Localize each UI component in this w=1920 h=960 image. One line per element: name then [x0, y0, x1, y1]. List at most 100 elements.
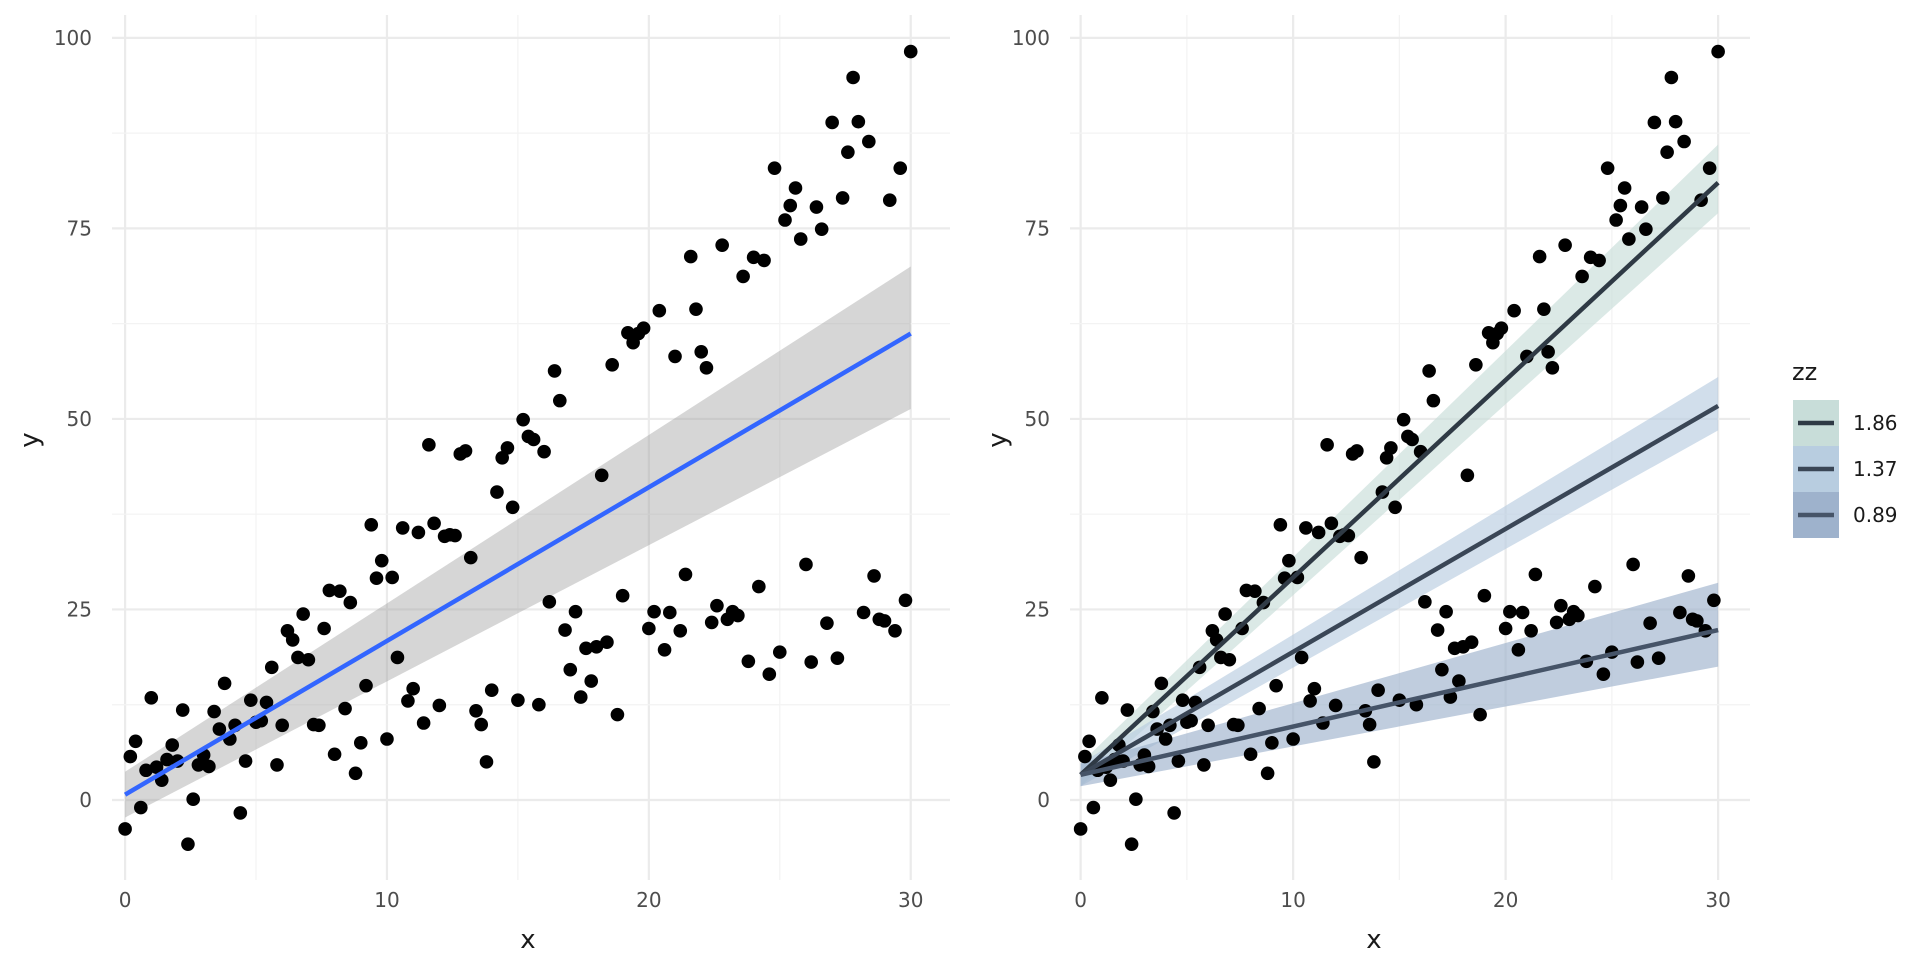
left-data-point — [662, 605, 677, 620]
left-data-point — [217, 676, 232, 691]
left-fit-line-fit — [123, 331, 912, 797]
right-data-point — [1588, 579, 1602, 594]
left-data-point — [788, 181, 803, 195]
left-data-point — [903, 44, 918, 59]
right-data-point — [1660, 145, 1674, 159]
right-data-point — [1626, 557, 1640, 572]
left-data-point — [600, 635, 614, 650]
left-data-point — [772, 645, 787, 659]
left-data-point — [165, 738, 180, 752]
left-data-point — [469, 704, 483, 718]
right-y-axis-title: y — [983, 432, 1013, 447]
left-y-tick-label: 0 — [79, 788, 92, 812]
left-data-point — [139, 763, 153, 778]
left-data-point — [490, 485, 504, 499]
right-data-point — [1473, 707, 1487, 722]
left-data-point — [505, 500, 520, 515]
right-data-point — [1222, 652, 1237, 667]
left-data-point — [149, 760, 164, 775]
right-data-point — [1184, 713, 1198, 728]
left-data-point — [380, 732, 394, 746]
right-data-point — [1643, 616, 1657, 630]
right-data-point — [1129, 792, 1143, 807]
right-x-tick-label: 10 — [1280, 888, 1305, 912]
left-data-point — [369, 571, 384, 586]
left-x-tick-label: 20 — [636, 888, 661, 912]
left-data-point — [752, 579, 766, 594]
right-fit-lines — [1079, 181, 1720, 778]
right-y-tick-label: 0 — [1037, 788, 1050, 812]
right-grid — [1070, 15, 1750, 880]
right-data-point — [1681, 569, 1696, 583]
left-x-tick-label: 10 — [374, 888, 399, 912]
left-data-point — [589, 639, 604, 654]
right-data-point — [1600, 161, 1615, 175]
right-data-point — [1082, 734, 1096, 749]
right-data-point — [1596, 667, 1611, 682]
left-grid — [112, 15, 950, 880]
right-data-point — [1426, 393, 1441, 408]
left-data-point — [144, 691, 159, 705]
left-data-point — [799, 557, 813, 572]
left-data-point — [296, 607, 310, 621]
left-y-tick-label: 50 — [67, 407, 92, 431]
left-data-point — [416, 716, 431, 730]
left-data-point — [385, 570, 400, 585]
left-data-point — [484, 683, 499, 698]
right-data-point — [1243, 747, 1258, 762]
right-data-point — [1617, 181, 1632, 195]
right-data-point — [1630, 655, 1645, 669]
left-data-point — [767, 161, 782, 175]
right-x-tick-label: 30 — [1705, 888, 1730, 912]
right-data-point — [1141, 759, 1156, 774]
left-data-point — [406, 681, 420, 696]
right-data-point — [1354, 550, 1368, 565]
left-y-tick-label: 100 — [54, 26, 92, 50]
right-data-point — [1418, 595, 1432, 609]
right-data-point — [1248, 584, 1262, 598]
left-data-point — [710, 598, 724, 613]
legend-entry-label: 0.89 — [1853, 503, 1898, 527]
right-data-point — [1231, 718, 1245, 733]
left-data-point — [411, 525, 426, 540]
left-data-point — [259, 695, 274, 710]
right-data-point — [1371, 683, 1385, 698]
left-data-point — [243, 693, 258, 707]
right-data-point — [1124, 837, 1139, 851]
left-data-point — [401, 694, 415, 708]
right-data-point — [1260, 766, 1275, 781]
left-data-point — [327, 747, 342, 762]
left-data-point — [820, 616, 834, 630]
right-data-point — [1549, 615, 1564, 630]
left-data-point — [862, 134, 876, 149]
right-data-point — [1634, 200, 1649, 214]
left-data-point — [804, 655, 819, 669]
right-data-point — [1171, 754, 1186, 768]
left-data-point — [793, 232, 808, 246]
right-data-point — [1158, 732, 1173, 746]
left-data-point — [343, 595, 358, 610]
right-data-point — [1405, 432, 1419, 447]
left-data-point — [500, 441, 515, 455]
right-data-point — [1078, 749, 1092, 764]
left-data-point — [207, 704, 221, 719]
left-data-point — [123, 749, 138, 764]
left-data-point — [547, 364, 562, 378]
left-data-point — [584, 674, 599, 688]
left-data-point — [448, 528, 462, 543]
left-data-point — [563, 662, 578, 677]
right-data-point — [1299, 521, 1313, 535]
left-data-point — [532, 697, 546, 712]
left-data-point — [374, 553, 389, 568]
right-data-point — [1609, 213, 1623, 227]
panel-left: 0 10 20 30 0 25 50 75 100 x y — [15, 15, 950, 955]
right-data-point — [1120, 703, 1135, 717]
right-x-axis-title: x — [1366, 925, 1381, 955]
left-data-point — [668, 349, 682, 364]
left-data-point — [877, 614, 892, 628]
right-data-point — [1439, 604, 1453, 619]
left-x-tick-label: 30 — [898, 888, 923, 912]
left-data-point — [238, 754, 253, 768]
right-data-point — [1651, 651, 1666, 666]
left-data-point — [893, 161, 908, 175]
